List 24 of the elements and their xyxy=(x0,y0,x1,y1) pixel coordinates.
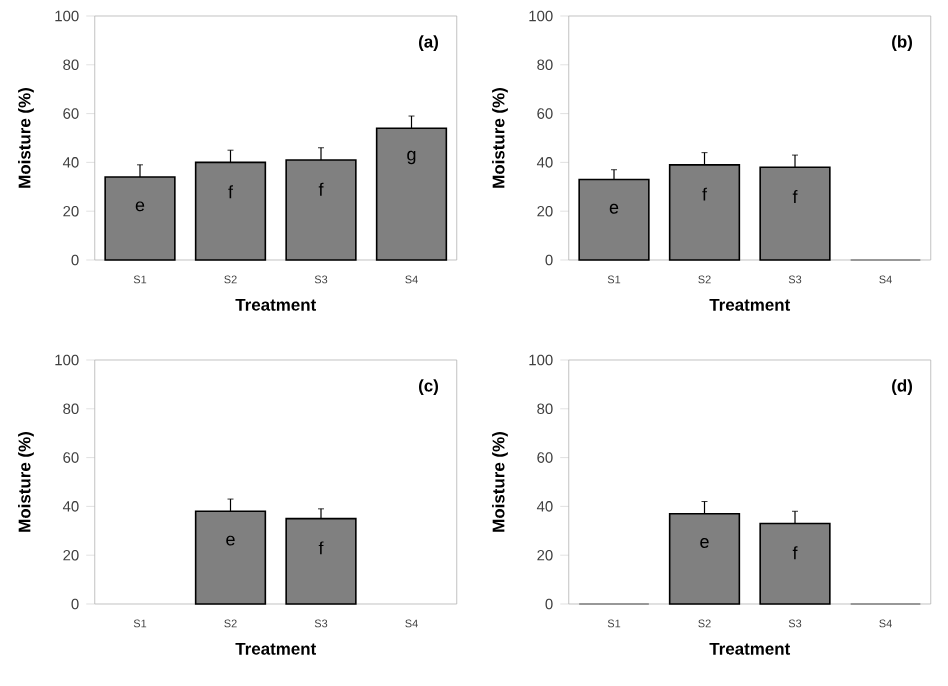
data-label: f xyxy=(792,190,798,204)
y-axis-title: Moisture (%) xyxy=(18,88,34,188)
x-axis-title: Treatment xyxy=(709,642,791,655)
data-label: f xyxy=(318,541,324,555)
x-axis-title: Treatment xyxy=(709,298,791,311)
data-label: f xyxy=(318,182,324,196)
y-axis-title: Moisture (%) xyxy=(492,88,508,188)
x-axis-title: Treatment xyxy=(235,642,317,655)
data-label: f xyxy=(228,185,234,199)
data-label: e xyxy=(700,538,709,548)
data-label: e xyxy=(135,201,145,212)
y-axis-title: Moisture (%) xyxy=(18,432,34,532)
annotation: (a) xyxy=(419,35,438,52)
bar xyxy=(578,178,650,261)
data-label: g xyxy=(407,150,416,165)
y-axis-title: Moisture (%) xyxy=(492,432,508,532)
annotation: (c) xyxy=(419,379,438,396)
data-label: e xyxy=(226,535,235,546)
data-label: f xyxy=(702,187,708,201)
data-label: f xyxy=(792,546,798,560)
annotation: (b) xyxy=(892,35,912,52)
data-label: e xyxy=(609,203,619,214)
x-axis-title: Treatment xyxy=(235,298,317,311)
annotation: (d) xyxy=(892,379,912,396)
